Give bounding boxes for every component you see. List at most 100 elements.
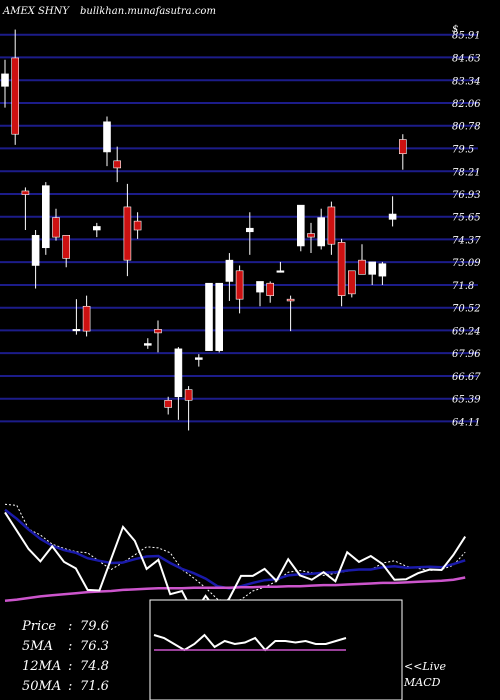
legend-colon-ma5: : <box>68 639 72 654</box>
candle-body-down <box>358 259 366 275</box>
candle <box>195 354 203 367</box>
candle-body-down <box>398 139 407 155</box>
candle-body-down <box>154 329 162 334</box>
candle-body-up <box>144 343 152 346</box>
candle <box>205 282 213 351</box>
legend-price-label: Price <box>21 619 56 634</box>
y-tick-label: 84.63 <box>452 53 481 64</box>
chart-header-site: bullkhan.munafasutra.com <box>80 6 216 17</box>
candle <box>276 261 285 273</box>
y-tick-label: 78.21 <box>452 167 481 178</box>
candle <box>327 201 336 255</box>
candle-body-down <box>62 235 71 259</box>
candle <box>93 222 101 238</box>
y-tick-label: 66.67 <box>452 372 481 383</box>
y-tick-label: 71.8 <box>452 281 474 292</box>
y-tick-label: 85.91 <box>452 31 481 42</box>
legend-colon-ma12: : <box>68 659 72 674</box>
candle-body-up <box>378 263 387 277</box>
candle-body-up <box>205 282 213 351</box>
candle <box>82 295 91 337</box>
y-tick-label: 65.39 <box>452 395 481 406</box>
candle <box>62 235 71 268</box>
candle-body-up <box>246 227 254 233</box>
legend-ma5-label: 5MA <box>22 639 53 654</box>
legend-ma50-value: 71.6 <box>80 679 109 694</box>
candlestick-series <box>1 29 407 431</box>
candle <box>337 238 346 307</box>
candle-body-down <box>286 298 295 302</box>
candle-body-up <box>31 235 40 266</box>
candle-body-up <box>256 281 264 293</box>
y-tick-label: 74.37 <box>452 235 481 246</box>
candle <box>113 146 121 183</box>
candle-body-down <box>235 270 244 300</box>
candle-body-down <box>133 220 142 231</box>
candle-body-up <box>1 73 9 87</box>
macd-lines <box>153 633 347 652</box>
y-tick-label: 75.65 <box>452 213 481 224</box>
macd-caption-live: <<Live <box>404 660 446 673</box>
y-tick-label: 70.52 <box>452 304 481 315</box>
candle-body-down <box>164 399 172 408</box>
candle-body-down <box>327 206 336 245</box>
candle <box>133 212 142 239</box>
y-tick-label: 73.09 <box>452 258 481 269</box>
candle-body-up <box>41 185 50 249</box>
candle-body-up <box>276 270 285 273</box>
y-tick-label: 76.93 <box>452 190 481 201</box>
price-close-line <box>4 511 467 616</box>
price-tick-labels: 85.91 84.63 83.34 82.06 80.78 79.5 78.21 76.93 7… <box>452 31 481 429</box>
legend-ma5-value: 76.3 <box>80 639 109 654</box>
y-tick-label: 79.5 <box>452 144 474 155</box>
moving-average-lines <box>4 503 467 616</box>
candle-body-down <box>82 305 91 332</box>
candle <box>347 270 356 298</box>
candle <box>235 265 244 314</box>
y-tick-label: 80.78 <box>452 122 481 133</box>
candle-body-down <box>52 217 60 238</box>
candle-body-down <box>184 389 193 401</box>
y-tick-label: 69.24 <box>452 326 481 337</box>
chart-header-ticker: AMEX SHNY <box>2 6 70 17</box>
candle-body-down <box>266 282 275 296</box>
candle <box>317 208 326 250</box>
legend-ma12-label: 12MA <box>22 659 61 674</box>
y-tick-label: 83.34 <box>452 76 481 87</box>
candle <box>164 396 172 415</box>
y-tick-label: 82.06 <box>452 99 481 110</box>
candle <box>21 187 30 230</box>
candle <box>1 59 9 108</box>
candle <box>307 222 315 254</box>
y-tick-label: 64.11 <box>452 417 481 428</box>
candle <box>72 299 81 335</box>
legend-price-value: 79.6 <box>80 619 109 634</box>
y-tick-label: 67.96 <box>452 349 481 360</box>
candle-body-down <box>123 206 132 261</box>
macd-caption-label: MACD <box>403 676 441 689</box>
candle-body-up <box>174 348 183 398</box>
macd-line <box>153 633 347 652</box>
candle-body-up <box>215 282 223 351</box>
candle <box>123 183 132 277</box>
ma5-line <box>4 503 466 603</box>
candle-body-up <box>388 213 397 220</box>
candle-body-up <box>103 121 111 153</box>
y-unit-label: $ <box>452 24 458 35</box>
price-legend: Price 79.6 5MA 76.3 12MA 74.8 50MA 71.6 … <box>21 619 109 694</box>
candle-body-up <box>368 261 377 275</box>
candle <box>266 281 275 303</box>
candle <box>41 182 50 255</box>
candle-body-up <box>72 329 81 332</box>
candle-body-up <box>93 226 101 231</box>
candle <box>246 212 254 255</box>
candle-body-down <box>337 242 346 296</box>
candle <box>286 295 295 332</box>
candle <box>144 338 152 349</box>
candle <box>225 253 234 301</box>
candle <box>31 230 40 289</box>
candle <box>398 134 407 170</box>
candle <box>378 261 387 285</box>
